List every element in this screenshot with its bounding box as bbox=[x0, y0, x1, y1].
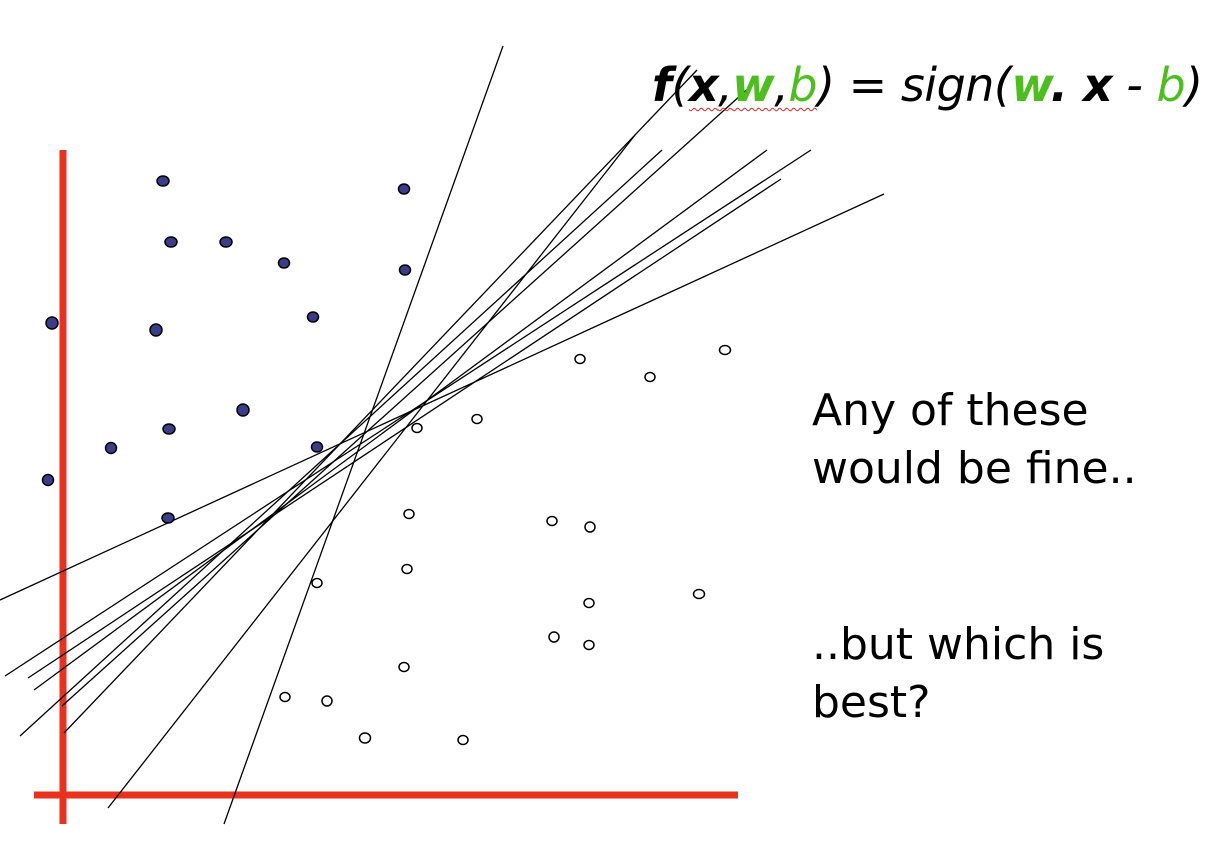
separator-line bbox=[107, 134, 636, 809]
negative-point bbox=[583, 597, 595, 609]
negative-point bbox=[548, 631, 560, 643]
formula-b-bias: b bbox=[1156, 58, 1186, 112]
positive-point bbox=[310, 441, 324, 453]
positive-point bbox=[162, 423, 176, 435]
separator-line bbox=[33, 149, 768, 691]
caption-line: ..but which is bbox=[812, 619, 1105, 670]
formula-close-paren: ) bbox=[1185, 58, 1203, 112]
separator-line bbox=[63, 69, 698, 734]
positive-point bbox=[164, 236, 178, 248]
positive-point bbox=[41, 473, 55, 487]
positive-point bbox=[277, 257, 291, 269]
negative-point bbox=[546, 515, 558, 527]
caption-line: best? bbox=[812, 677, 931, 728]
formula-w-vector: w bbox=[1011, 58, 1051, 112]
negative-point bbox=[583, 639, 595, 651]
formula-open-paren: ( bbox=[671, 58, 690, 112]
formula-b: b bbox=[788, 58, 818, 112]
caption-line: Any of these bbox=[812, 385, 1089, 436]
negative-point bbox=[358, 732, 372, 744]
positive-point bbox=[398, 264, 412, 276]
formula-x-vector: x bbox=[1082, 58, 1113, 112]
negative-point bbox=[321, 695, 333, 707]
formula-dot: . bbox=[1050, 58, 1083, 112]
positive-point bbox=[161, 512, 175, 524]
negative-point bbox=[471, 413, 483, 425]
positive-point bbox=[156, 175, 170, 187]
negative-point bbox=[311, 577, 323, 589]
positive-point bbox=[45, 316, 59, 330]
negative-point bbox=[411, 422, 423, 434]
formula-minus: - bbox=[1112, 58, 1157, 112]
negative-point bbox=[279, 691, 291, 703]
negative-point bbox=[457, 734, 469, 746]
formula-f: f bbox=[652, 58, 672, 112]
separating-lines bbox=[0, 45, 885, 825]
caption-any-fine: Any of these would be fine.. bbox=[812, 382, 1192, 498]
negative-points bbox=[279, 344, 732, 746]
formula-comma: , bbox=[718, 58, 733, 112]
positive-point bbox=[306, 311, 320, 323]
negative-point bbox=[398, 661, 410, 673]
caption-which-best: ..but which is best? bbox=[812, 616, 1192, 732]
positive-point bbox=[397, 183, 411, 195]
separator-line bbox=[27, 178, 782, 679]
formula-sign-part: ) = sign( bbox=[817, 58, 1012, 112]
negative-point bbox=[718, 344, 732, 356]
formula-w: w bbox=[732, 58, 775, 112]
positive-point bbox=[149, 323, 163, 337]
negative-point bbox=[584, 521, 596, 533]
separator-line bbox=[61, 85, 752, 707]
classifier-formula: f(x,w,b) = sign(w. x - b) bbox=[652, 58, 1203, 112]
negative-point bbox=[574, 353, 586, 365]
negative-point bbox=[644, 371, 656, 383]
negative-point bbox=[401, 563, 413, 575]
formula-x: x bbox=[688, 58, 719, 112]
positive-point bbox=[236, 403, 250, 417]
formula-comma: , bbox=[774, 58, 789, 112]
negative-point bbox=[692, 588, 706, 600]
caption-line: would be fine.. bbox=[812, 443, 1137, 494]
negative-point bbox=[403, 508, 415, 520]
separator-line bbox=[0, 193, 885, 601]
positive-point bbox=[104, 441, 118, 455]
positive-points bbox=[41, 175, 412, 524]
positive-point bbox=[219, 236, 233, 248]
separator-line bbox=[4, 149, 812, 677]
